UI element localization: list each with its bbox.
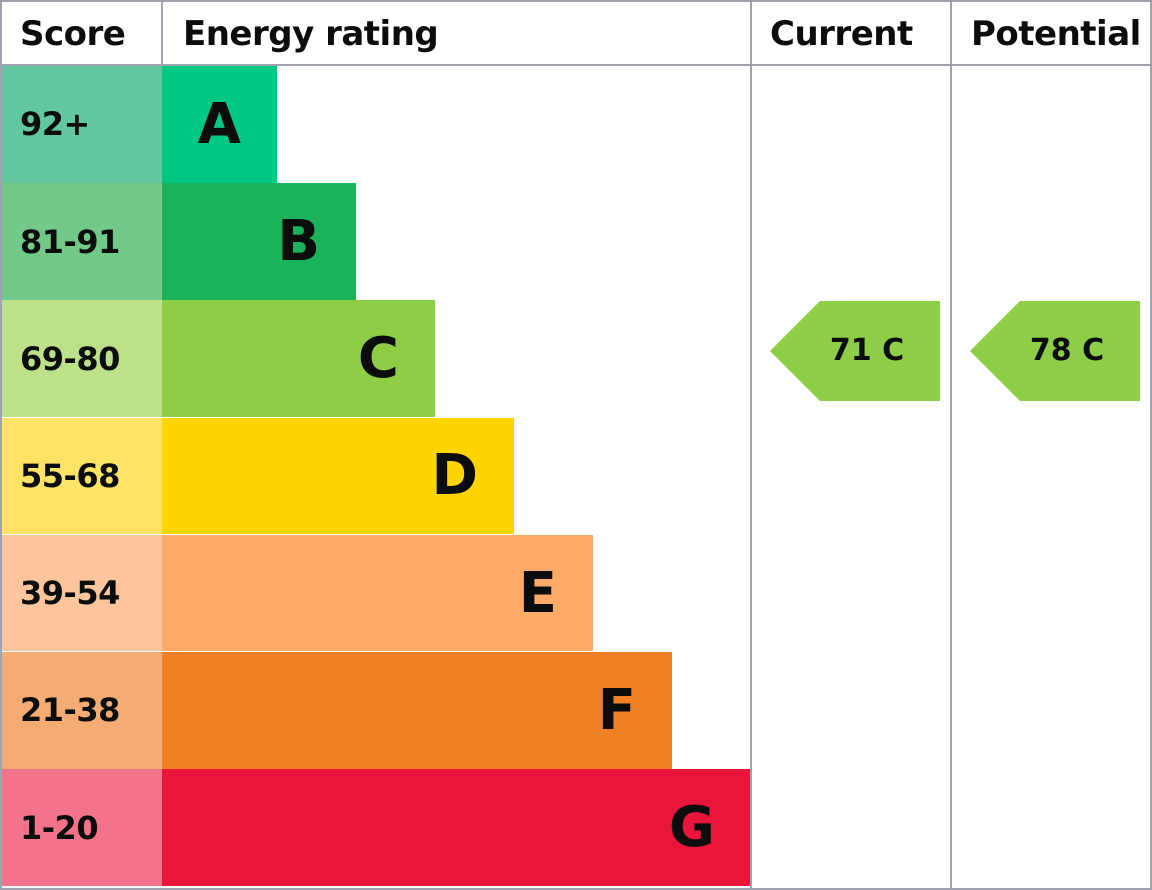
header-score: Score <box>20 14 126 54</box>
potential-rating-arrow-shape <box>970 300 1140 401</box>
column-divider <box>950 0 952 890</box>
column-divider <box>750 0 752 890</box>
header-current: Current <box>770 14 913 54</box>
score-range-a: 92+ <box>2 66 162 183</box>
score-range-d: 55-68 <box>2 417 162 535</box>
rating-bar-c: C <box>162 300 435 418</box>
rating-bar-e: E <box>162 534 593 652</box>
rating-bar-b: B <box>162 183 356 300</box>
column-divider <box>161 0 163 66</box>
score-range-c: 69-80 <box>2 300 162 418</box>
score-range-g: 1-20 <box>2 769 162 886</box>
header-potential: Potential <box>971 14 1141 54</box>
current-rating-arrow <box>770 300 940 401</box>
rating-bar-g: G <box>162 769 751 886</box>
current-rating-label: 71 C <box>829 333 905 369</box>
current-rating-arrow-shape <box>770 300 940 401</box>
rating-bar-a: A <box>162 66 277 183</box>
header-energy-rating: Energy rating <box>183 14 439 54</box>
rating-bar-f: F <box>162 652 672 769</box>
score-range-f: 21-38 <box>2 652 162 769</box>
rating-bar-d: D <box>162 417 514 535</box>
score-range-e: 39-54 <box>2 534 162 652</box>
potential-rating-label: 78 C <box>1029 333 1105 369</box>
potential-rating-arrow <box>970 300 1140 401</box>
score-range-b: 81-91 <box>2 183 162 300</box>
header-divider <box>0 64 1152 66</box>
